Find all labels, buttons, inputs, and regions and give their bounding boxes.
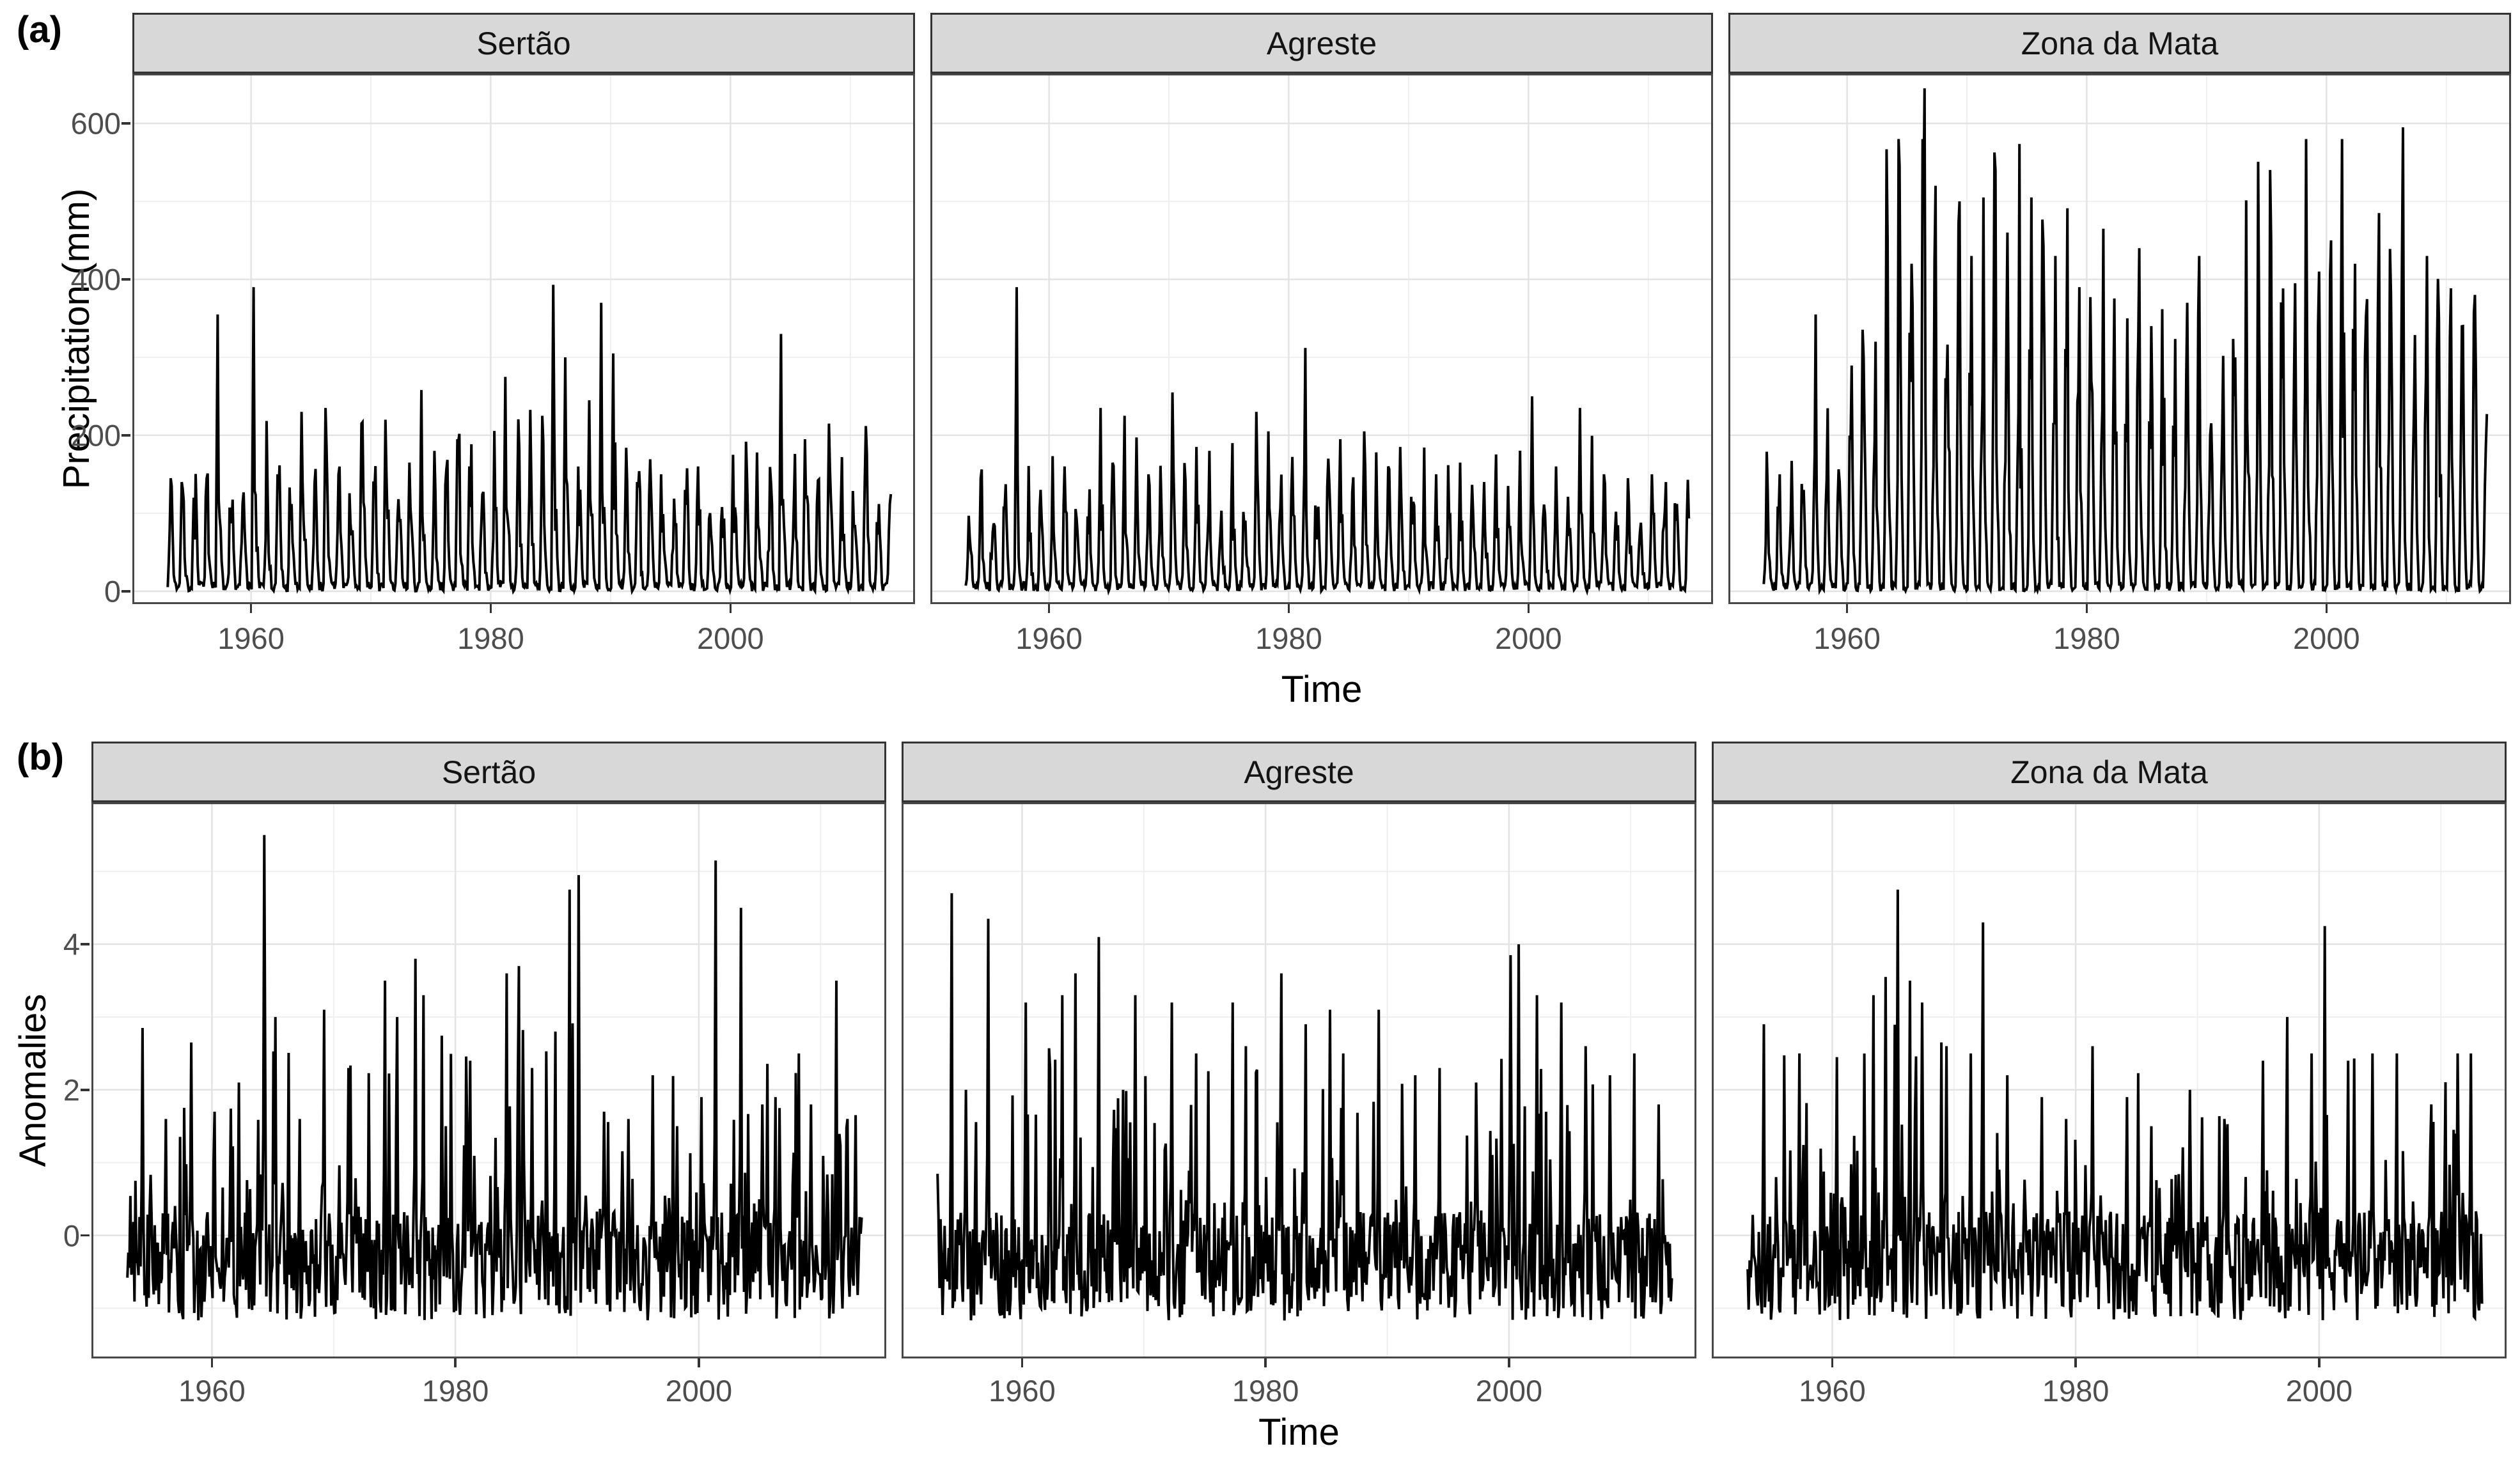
x-tick-mark — [1047, 604, 1051, 613]
subfigure-label-a: (a) — [17, 9, 62, 51]
x-tick-label: 1980 — [421, 1374, 489, 1408]
x-tick-mark — [1845, 604, 1849, 613]
x-tick-label: 1980 — [2042, 1374, 2109, 1408]
y-tick-label: 4 — [63, 927, 80, 961]
plot-panel-zona-da-mata-anomalies — [1712, 802, 2507, 1358]
x-tick-label: 2000 — [665, 1374, 733, 1408]
x-tick-mark — [2325, 604, 2328, 613]
x-tick-label: 2000 — [697, 621, 764, 655]
x-tick-mark — [1508, 1358, 1510, 1367]
y-tick-mark — [121, 122, 130, 125]
y-tick-mark — [81, 1234, 90, 1237]
x-tick-label: 1960 — [217, 621, 285, 655]
x-tick-mark — [210, 1358, 214, 1367]
y-tick-mark — [121, 434, 130, 437]
plot-panel-sertao-precip — [132, 74, 915, 604]
x-tick-label: 2000 — [2285, 1374, 2353, 1408]
y-tick-mark — [81, 943, 90, 945]
facet-strip-zona-da-mata: Zona da Mata — [1712, 742, 2507, 802]
x-tick-mark — [1021, 1358, 1024, 1367]
facet-strip-agreste: Agreste — [930, 13, 1713, 74]
x-tick-mark — [2074, 1358, 2077, 1367]
x-tick-label: 1980 — [1232, 1374, 1299, 1408]
facet-strip-sertao: Sertão — [91, 742, 886, 802]
x-tick-mark — [1527, 604, 1530, 613]
y-tick-mark — [81, 1089, 90, 1091]
facet-strip-label: Agreste — [1266, 25, 1377, 61]
subfigure-label-b: (b) — [17, 736, 65, 778]
x-tick-mark — [454, 1358, 457, 1367]
x-axis-title-time: Time — [1281, 669, 1363, 710]
y-tick-label: 0 — [104, 574, 121, 609]
facet-strip-label: Zona da Mata — [2021, 25, 2219, 61]
x-tick-mark — [1264, 1358, 1267, 1367]
facet-strip-label: Zona da Mata — [2010, 754, 2208, 790]
x-tick-mark — [1287, 604, 1290, 613]
facet-strip-label: Agreste — [1244, 754, 1354, 790]
series-line-agreste — [936, 893, 1673, 1321]
series-line-sertão — [126, 835, 863, 1321]
series-line-zona-da-mata — [1746, 889, 2484, 1322]
x-tick-label: 1960 — [1799, 1374, 1866, 1408]
x-tick-label: 1960 — [1813, 621, 1881, 655]
x-tick-label: 1980 — [1255, 621, 1322, 655]
x-tick-mark — [698, 1358, 700, 1367]
x-tick-mark — [249, 604, 253, 613]
y-tick-label: 400 — [70, 262, 121, 297]
series-line-agreste — [964, 287, 1691, 596]
y-tick-label: 600 — [70, 106, 121, 141]
plot-panel-zona-da-mata-precip — [1728, 74, 2511, 604]
y-tick-label: 0 — [63, 1218, 80, 1253]
series-line-sertão — [166, 284, 893, 596]
plot-panel-agreste-anomalies — [902, 802, 1696, 1358]
facet-strip-label: Sertão — [476, 25, 571, 61]
plot-panel-agreste-precip — [930, 74, 1713, 604]
x-tick-mark — [729, 604, 732, 613]
facet-strip-zona-da-mata: Zona da Mata — [1728, 13, 2511, 74]
x-tick-label: 2000 — [1475, 1374, 1543, 1408]
facet-strip-sertao: Sertão — [132, 13, 915, 74]
x-tick-label: 2000 — [2293, 621, 2360, 655]
facet-strip-agreste: Agreste — [902, 742, 1696, 802]
x-tick-mark — [2085, 604, 2088, 613]
x-tick-label: 1960 — [989, 1374, 1056, 1408]
series-line-zona-da-mata — [1762, 88, 2489, 596]
x-tick-label: 1980 — [457, 621, 524, 655]
x-tick-label: 1980 — [2053, 621, 2120, 655]
x-axis-title-time: Time — [1258, 1411, 1340, 1453]
x-tick-label: 1960 — [1015, 621, 1083, 655]
y-tick-mark — [121, 590, 130, 593]
y-tick-mark — [121, 278, 130, 281]
x-tick-label: 1960 — [178, 1374, 246, 1408]
x-tick-label: 2000 — [1495, 621, 1562, 655]
y-tick-label: 200 — [70, 418, 121, 453]
facet-strip-label: Sertão — [441, 754, 536, 790]
y-tick-label: 2 — [63, 1073, 80, 1107]
plot-panel-sertao-anomalies — [91, 802, 886, 1358]
x-tick-mark — [2318, 1358, 2320, 1367]
x-tick-mark — [489, 604, 492, 613]
x-tick-mark — [1831, 1358, 1834, 1367]
